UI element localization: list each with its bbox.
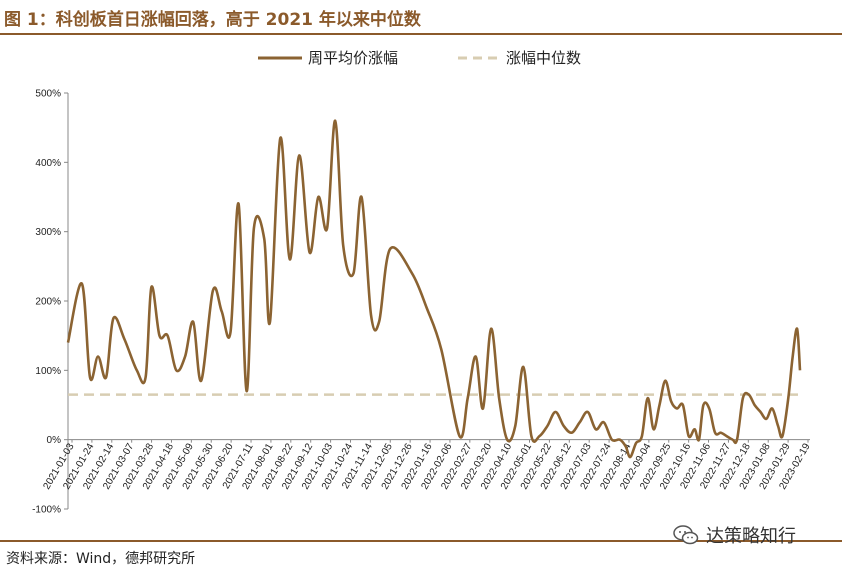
line-chart: 周平均价涨幅 涨幅中位数 500%400%300%200%100%0%-100% … bbox=[32, 49, 813, 516]
plot-area bbox=[66, 119, 802, 459]
y-tick-label: 400% bbox=[35, 158, 61, 169]
legend-label-median: 涨幅中位数 bbox=[506, 49, 581, 67]
legend-label-weekly-average: 周平均价涨幅 bbox=[308, 49, 398, 67]
bottom-rule bbox=[0, 540, 842, 542]
source-note: 资料来源：Wind，德邦研究所 bbox=[6, 551, 196, 567]
x-axis: 2021-01-032021-01-242021-02-142021-03-07… bbox=[41, 439, 813, 491]
y-tick-label: 0% bbox=[47, 435, 62, 446]
wechat-icon bbox=[673, 525, 699, 545]
y-tick-label: 100% bbox=[35, 366, 61, 377]
title-bar: 图 1：科创板首日涨幅回落，高于 2021 年以来中位数 bbox=[0, 0, 842, 34]
legend: 周平均价涨幅 涨幅中位数 bbox=[258, 49, 581, 67]
y-tick-label: 500% bbox=[35, 89, 61, 100]
top-rule bbox=[0, 33, 842, 35]
series-line-weekly-average bbox=[66, 119, 802, 459]
y-axis: 500% 400% 300% 200% 100% 0% -100% bbox=[32, 89, 69, 516]
y-tick-label: 300% bbox=[35, 227, 61, 238]
y-tick-label: -100% bbox=[32, 505, 61, 516]
watermark: 达策略知行 bbox=[672, 522, 796, 548]
watermark-text: 达策略知行 bbox=[706, 526, 796, 547]
page-title: 图 1：科创板首日涨幅回落，高于 2021 年以来中位数 bbox=[4, 10, 421, 30]
y-tick-label: 200% bbox=[35, 297, 61, 308]
